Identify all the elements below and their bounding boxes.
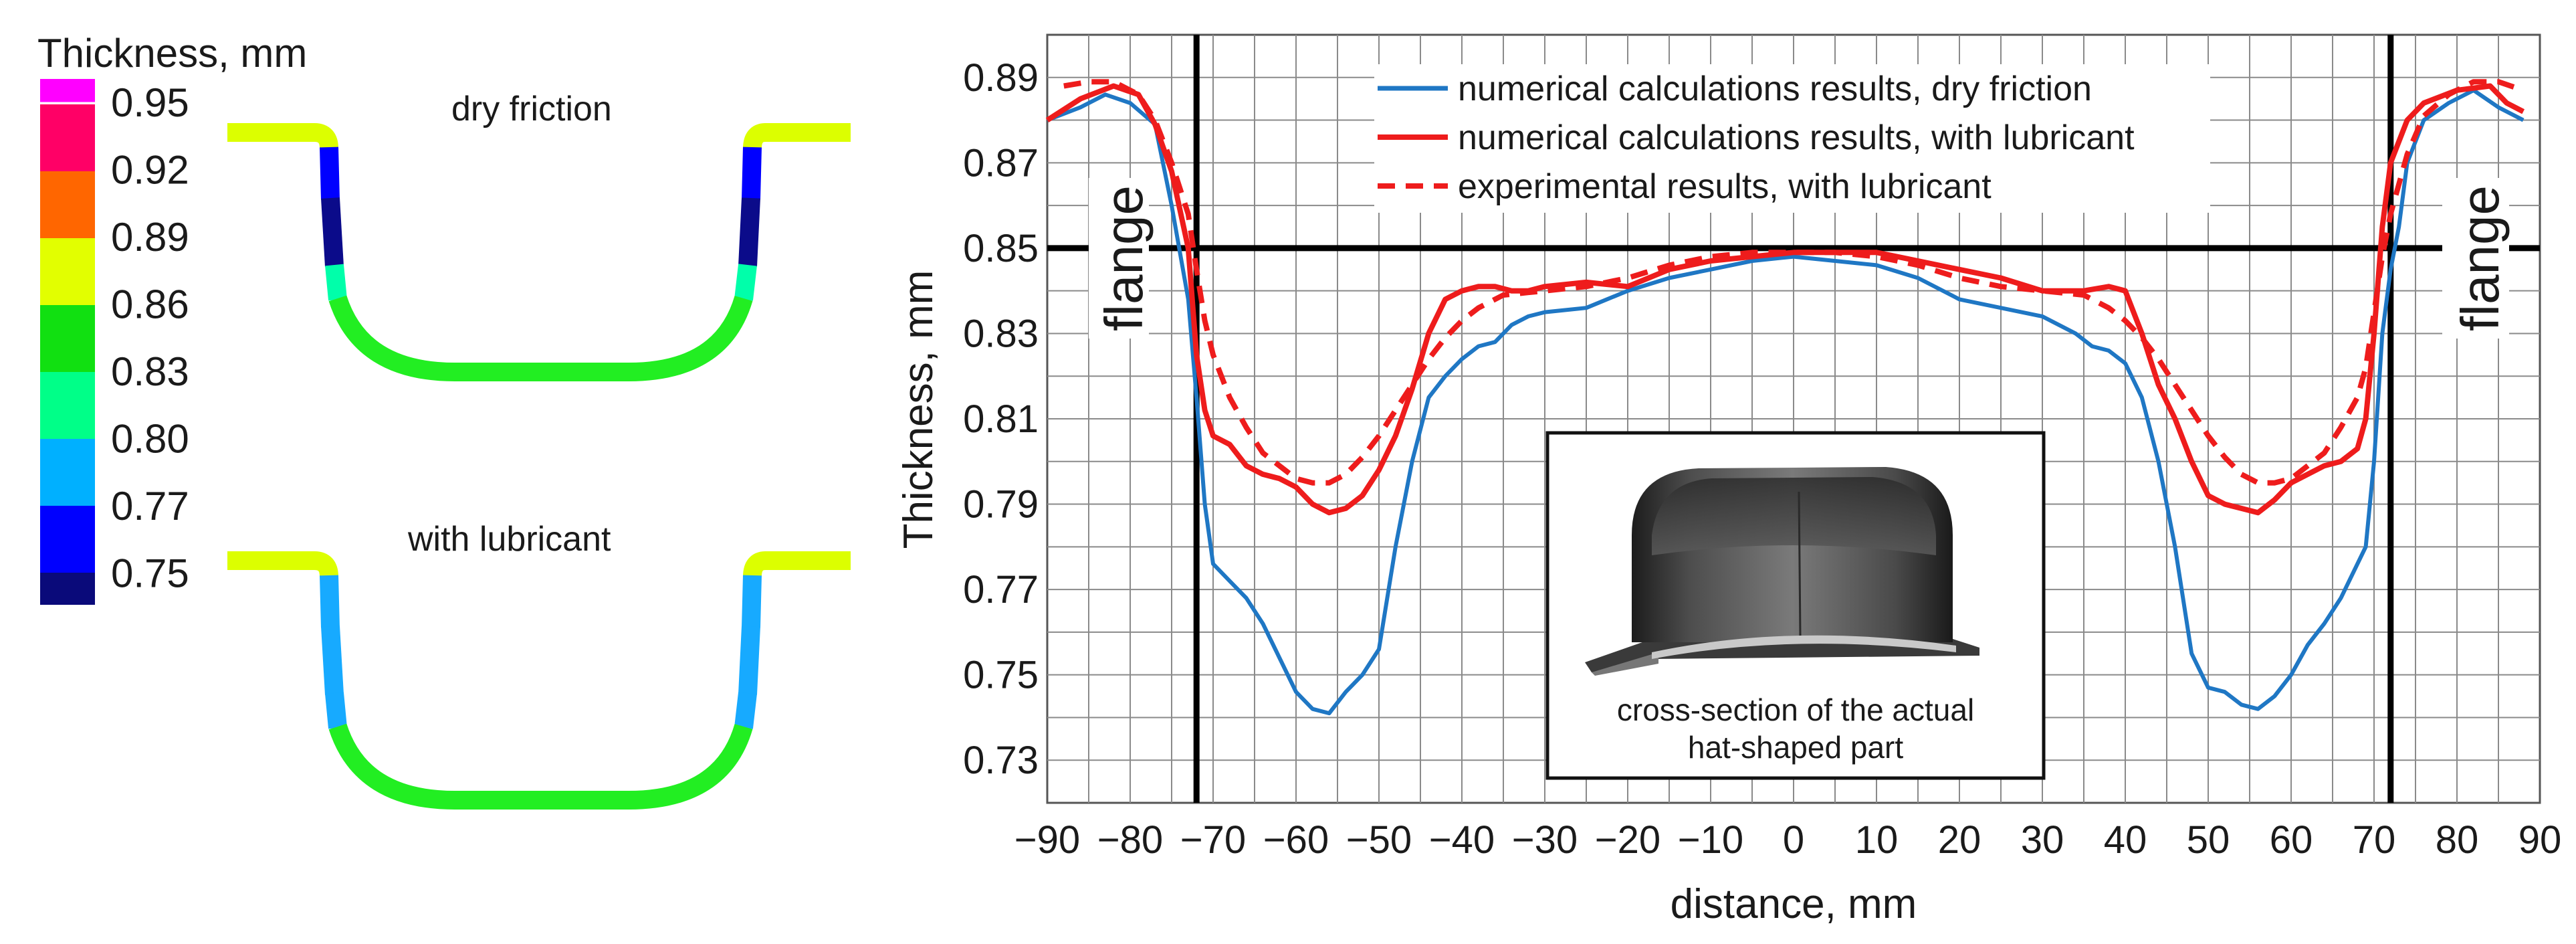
profile-segment xyxy=(742,147,762,200)
data-series xyxy=(1045,79,2525,716)
color-scale-label: 0.75 xyxy=(111,551,189,596)
flange-label-left: flange xyxy=(1094,185,1154,331)
inset-caption-line1: cross-section of the actual xyxy=(1617,692,1974,727)
color-swatch xyxy=(40,573,95,605)
color-swatch xyxy=(40,79,95,103)
x-tick-label: −40 xyxy=(1429,818,1495,862)
color-swatch xyxy=(40,238,95,305)
thickness-color-scale: Thickness, mm 0.950.920.890.860.830.800.… xyxy=(37,31,307,605)
profile-segment xyxy=(321,197,344,267)
x-tick-label: 30 xyxy=(2021,818,2064,862)
x-tick-label: 10 xyxy=(1855,818,1899,862)
x-axis-label: distance, mm xyxy=(1671,881,1917,927)
profile-segment xyxy=(325,692,347,729)
profile-label-with-lubricant: with lubricant xyxy=(407,520,611,559)
x-tick-labels: −90 −80 −70 −60 −50 −40 −30 −20 −10 0 10 20 30 40 50 60… xyxy=(1014,818,2561,862)
profile-segment xyxy=(320,575,340,628)
y-tick-label: 0.89 xyxy=(963,56,1039,100)
x-tick-label: 70 xyxy=(2353,818,2396,862)
y-tick-label: 0.75 xyxy=(963,654,1039,697)
color-scale-label: 0.77 xyxy=(111,484,189,529)
x-tick-label: 40 xyxy=(2104,818,2147,862)
profile-segment xyxy=(328,295,753,381)
y-tick-labels: 0.89 0.87 0.85 0.83 0.81 0.79 0.77 0.75 0.73 xyxy=(963,56,1039,782)
series-line xyxy=(1046,88,2525,716)
series-line xyxy=(1063,79,2525,486)
inset-photo: cross-section of the actual hat-shaped p… xyxy=(1545,431,2046,780)
color-swatch xyxy=(40,305,95,372)
flange-label-left-group: flange xyxy=(1089,178,1154,339)
x-tick-label: −30 xyxy=(1512,818,1578,862)
color-scale-title: Thickness, mm xyxy=(37,31,307,76)
color-scale-label: 0.86 xyxy=(111,282,189,327)
x-tick-label: −80 xyxy=(1097,818,1163,862)
profile-segment xyxy=(314,123,338,149)
color-scale-label: 0.80 xyxy=(111,417,189,462)
profile-segment xyxy=(325,264,347,301)
y-axis-label: Thickness, mm xyxy=(895,270,942,549)
y-tick-label: 0.81 xyxy=(963,397,1039,441)
y-tick-label: 0.87 xyxy=(963,141,1039,185)
y-tick-label: 0.79 xyxy=(963,483,1039,527)
color-swatch xyxy=(40,372,95,439)
profile-segment xyxy=(734,264,757,301)
inset-caption-line2: hat-shaped part xyxy=(1688,730,1903,765)
profile-segment xyxy=(738,626,760,695)
profile-segment xyxy=(320,147,340,200)
flange-label-right-group: flange xyxy=(2442,178,2510,339)
color-swatch xyxy=(40,104,95,171)
profile-segment xyxy=(742,575,762,628)
profile-segment xyxy=(738,197,760,267)
x-tick-label: −60 xyxy=(1263,818,1329,862)
flange-label-right: flange xyxy=(2450,185,2510,331)
x-tick-label: −10 xyxy=(1678,818,1743,862)
x-tick-label: 50 xyxy=(2187,818,2230,862)
color-scale-labels: 0.95 0.92 0.89 0.86 0.83 0.80 0.77 0.75 xyxy=(111,80,189,596)
y-tick-label: 0.73 xyxy=(963,739,1039,782)
profile-segment xyxy=(328,723,753,810)
hat-profile-shape-lubricant xyxy=(227,551,851,810)
thickness-chart: −90 −80 −70 −60 −50 −40 −30 −20 −10 0 10 20 30 40 50 60… xyxy=(895,33,2561,927)
color-scale-swatches xyxy=(40,79,95,605)
y-tick-label: 0.77 xyxy=(963,568,1039,611)
x-tick-label: −50 xyxy=(1346,818,1412,862)
y-tick-label: 0.83 xyxy=(963,312,1039,355)
x-tick-label: 80 xyxy=(2436,818,2479,862)
profile-with-lubricant: with lubricant xyxy=(227,520,851,810)
profile-segment xyxy=(321,626,344,695)
color-scale-label: 0.95 xyxy=(111,80,189,125)
x-tick-label: 0 xyxy=(1783,818,1804,862)
color-scale-label: 0.83 xyxy=(111,349,189,394)
y-tick-label: 0.85 xyxy=(963,227,1039,270)
x-tick-label: −90 xyxy=(1014,818,1080,862)
color-scale-label: 0.89 xyxy=(111,215,189,260)
legend-text-experimental: experimental results, with lubricant xyxy=(1458,167,1992,206)
profile-segment xyxy=(743,551,767,577)
profile-label-dry-friction: dry friction xyxy=(451,90,612,128)
hat-part-image xyxy=(1585,467,1979,676)
x-tick-label: −20 xyxy=(1595,818,1660,862)
profile-segment xyxy=(314,551,338,577)
x-tick-label: −70 xyxy=(1180,818,1246,862)
x-tick-label: 20 xyxy=(1938,818,1981,862)
chart-legend: numerical calculations results, dry fric… xyxy=(1374,64,2210,213)
color-scale-label: 0.92 xyxy=(111,148,189,193)
profile-dry-friction: dry friction xyxy=(227,90,851,381)
legend-text-with-lubricant: numerical calculations results, with lub… xyxy=(1458,118,2135,157)
series-line xyxy=(1045,83,2525,516)
profile-segment xyxy=(734,692,757,729)
x-tick-label: 60 xyxy=(2270,818,2313,862)
color-swatch xyxy=(40,506,95,573)
profile-segment xyxy=(743,123,767,149)
color-swatch xyxy=(40,171,95,238)
color-swatch xyxy=(40,439,95,506)
x-tick-label: 90 xyxy=(2518,818,2562,862)
legend-text-dry-friction: numerical calculations results, dry fric… xyxy=(1458,70,2092,108)
hat-profile-shape-dry xyxy=(227,123,851,381)
